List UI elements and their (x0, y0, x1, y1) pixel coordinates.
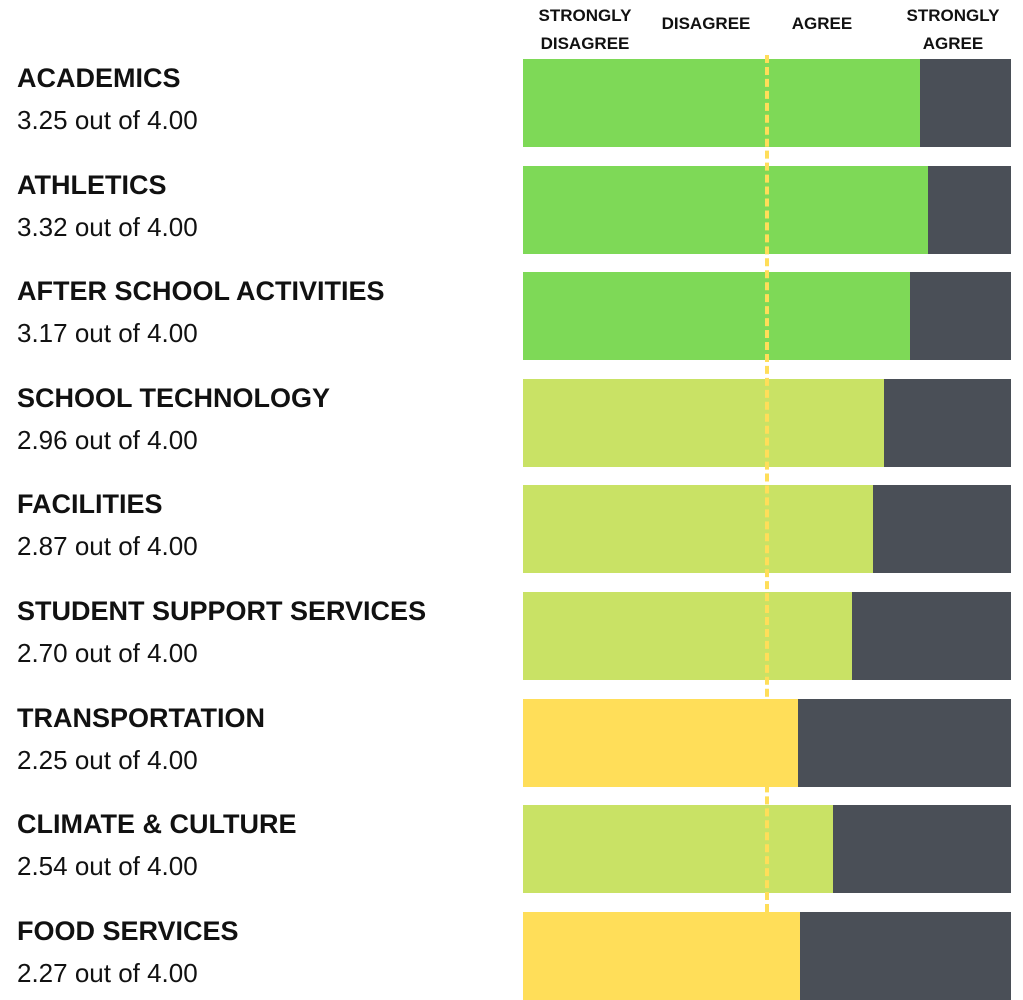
bar (523, 485, 874, 574)
category-label: TRANSPORTATION (17, 702, 265, 733)
bar (523, 378, 885, 467)
category-label: FACILITIES (17, 489, 163, 520)
scale-label: DISAGREE (661, 14, 751, 33)
scale-label: STRONGLY DISAGREE (538, 6, 632, 53)
bar (523, 698, 798, 787)
scale-label: AGREE (791, 14, 853, 33)
bar (523, 165, 929, 254)
value-label: 3.32 out of 4.00 (17, 211, 198, 242)
category-label: STUDENT SUPPORT SERVICES (17, 596, 427, 626)
category-label: FOOD SERVICES (17, 915, 239, 946)
value-label: 2.25 out of 4.00 (17, 744, 198, 775)
bar (523, 911, 800, 1000)
bar (523, 592, 853, 680)
bar (523, 805, 833, 894)
value-label: 2.96 out of 4.00 (17, 424, 198, 455)
bar (523, 272, 910, 361)
category-label: AFTER SCHOOL ACTIVITIES (17, 276, 385, 307)
category-label: ACADEMICS (17, 63, 181, 93)
reference-line (765, 55, 769, 912)
value-label: 2.87 out of 4.00 (17, 531, 198, 562)
category-label: ATHLETICS (17, 169, 167, 200)
value-label: 3.17 out of 4.00 (17, 318, 198, 349)
value-label: 3.25 out of 4.00 (17, 105, 198, 135)
category-label: CLIMATE & CULTURE (17, 809, 297, 840)
value-label: 2.27 out of 4.00 (17, 957, 198, 988)
bar (523, 59, 920, 147)
scale-label: STRONGLY AGREE (906, 6, 1000, 53)
value-label: 2.70 out of 4.00 (17, 638, 198, 668)
category-label: SCHOOL TECHNOLOGY (17, 382, 331, 413)
value-label: 2.54 out of 4.00 (17, 851, 198, 882)
